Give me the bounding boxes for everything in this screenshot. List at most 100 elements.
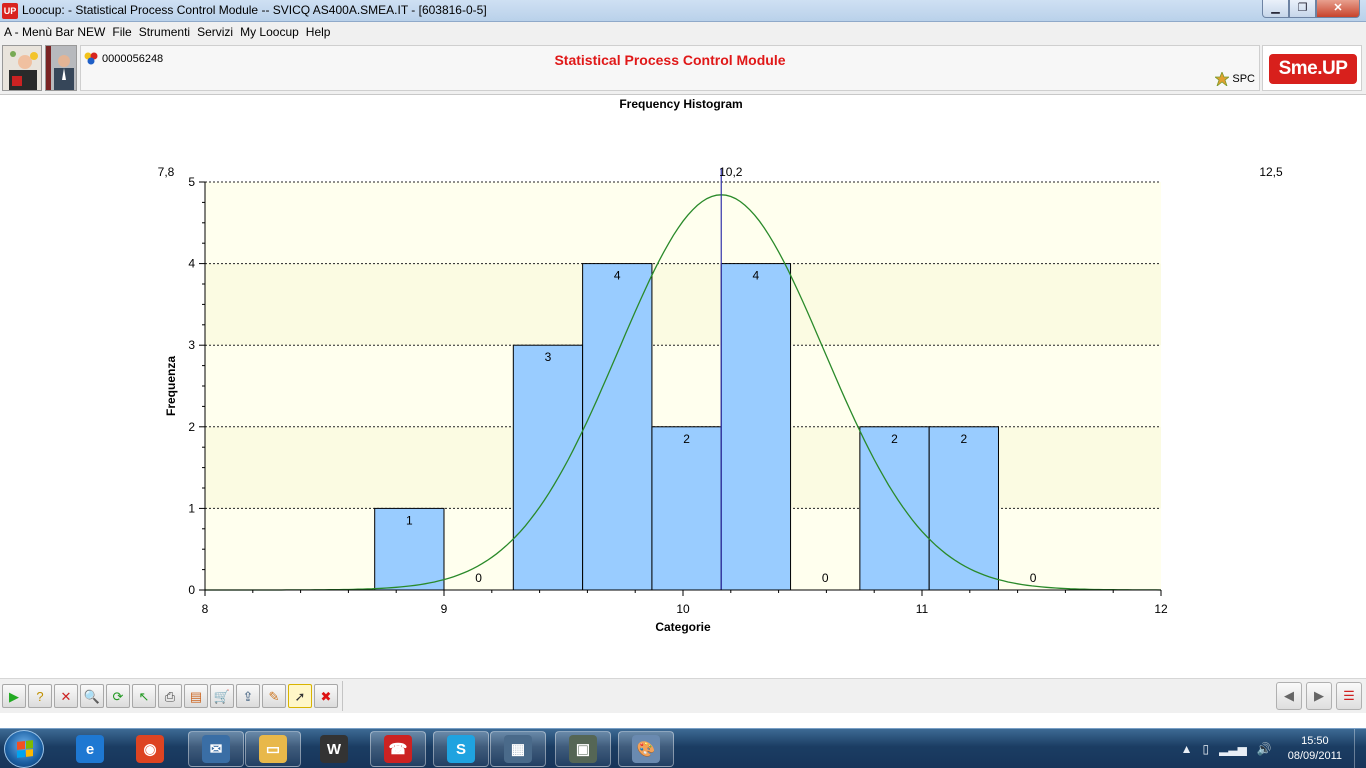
minimize-button[interactable]: ▁ (1262, 0, 1289, 18)
print-button[interactable]: ⎙ (158, 684, 182, 708)
execute-button[interactable]: ▶ (2, 684, 26, 708)
close-button[interactable]: ✕ (1316, 0, 1360, 18)
y-tick-label: 1 (188, 501, 195, 515)
cart-icon: 🛒 (213, 688, 231, 704)
colored-balls-icon (84, 52, 98, 65)
help-button[interactable]: ? (28, 684, 52, 708)
select-icon: ➚ (294, 688, 306, 704)
spc-indicator[interactable]: SPC (1215, 72, 1255, 86)
start-button[interactable] (4, 730, 44, 768)
clock-date: 08/09/2011 (1287, 750, 1342, 762)
session-id: 0000056248 (102, 53, 164, 65)
user-avatar[interactable] (2, 45, 42, 91)
help-icon: ? (36, 688, 44, 704)
histogram-bar (582, 263, 653, 591)
limit-label: 7,8 (158, 165, 175, 179)
x-tick-label: 8 (202, 602, 209, 616)
close-red-button[interactable]: ✖ (314, 684, 338, 708)
skype-icon: S (447, 735, 475, 763)
menu-item-my-loocup[interactable]: My Loocup (240, 24, 299, 39)
upload-icon: ⇪ (242, 688, 254, 704)
histogram-bar (651, 426, 722, 591)
spc-label: SPC (1232, 73, 1255, 85)
taskbar-app-internet-explorer[interactable]: e (62, 731, 118, 767)
chart-title: Frequency Histogram (619, 97, 742, 111)
thunderbird-icon: ✉ (202, 735, 230, 763)
select-button[interactable]: ➚ (288, 684, 312, 708)
normal-distribution-curve (205, 194, 1162, 591)
limit-label: 12,5 (1259, 165, 1283, 179)
network-app-icon: ▣ (569, 735, 597, 763)
next-button[interactable]: ▶ (1306, 682, 1332, 710)
chart-area: Frequency Histogram 1 0 3 4 2 4 0 2 2 0 0 1 2 3 4 5 8 9 10 1… (0, 96, 1366, 676)
volume-icon[interactable]: 🔊 (1256, 742, 1272, 756)
taskbar-app-skype[interactable]: S (433, 731, 489, 767)
taskbar-app-chrome[interactable]: ◉ (122, 731, 178, 767)
menu-item-file[interactable]: File (112, 24, 132, 39)
x-axis-label: Categorie (655, 620, 711, 634)
x-tick-label: 12 (1154, 602, 1168, 616)
tools-button[interactable]: ✎ (262, 684, 286, 708)
x-tick-label: 11 (916, 602, 929, 616)
window-title: Loocup: - Statistical Process Control Mo… (22, 3, 487, 17)
execute-icon: ▶ (9, 688, 19, 704)
previous-button[interactable]: ◀ (1276, 682, 1302, 710)
bar-label: 3 (545, 350, 552, 364)
taskbar-app-file-explorer[interactable]: ▭ (245, 731, 301, 767)
smeup-logo: Sme.UP (1269, 54, 1357, 84)
taskbar-app-window-app[interactable]: ▦ (490, 731, 546, 767)
window-titlebar: UP Loocup: - Statistical Process Control… (0, 0, 1366, 22)
menu-item-menu-bar-new[interactable]: A - Menù Bar NEW (4, 24, 106, 39)
person-photo (45, 45, 77, 91)
taskbar-app-paint[interactable]: 🎨 (618, 731, 674, 767)
window-app-icon: ▦ (504, 735, 532, 763)
system-tray: ▲ ▯ ▂▃▅ 🔊 15:50 08/09/2011 (1181, 729, 1366, 768)
upload-button[interactable]: ⇪ (236, 684, 260, 708)
menu-item-strumenti[interactable]: Strumenti (138, 24, 191, 39)
file-explorer-icon: ▭ (259, 735, 287, 763)
module-info-panel: 0000056248 Statistical Process Control M… (80, 45, 1260, 91)
network-signal-icon[interactable]: ▂▃▅ (1219, 742, 1247, 756)
show-hidden-icons[interactable]: ▲ (1180, 742, 1193, 756)
list-menu-button[interactable]: ☰ (1336, 682, 1362, 710)
bar-label: 2 (960, 432, 967, 446)
taskbar-app-thunderbird[interactable]: ✉ (188, 731, 244, 767)
bar-label: 1 (406, 513, 413, 527)
taskbar-app-phone-app[interactable]: ☎ (370, 731, 426, 767)
plot-band (205, 182, 1161, 264)
maximize-button[interactable]: ❐ (1289, 0, 1316, 18)
bar-label: 0 (822, 571, 829, 585)
refresh-button[interactable]: ⟳ (106, 684, 130, 708)
device-icon[interactable]: ▯ (1202, 742, 1210, 756)
bar-label: 0 (1030, 571, 1037, 585)
windows-taskbar: e ◉ ✉ ▭ W ☎ S ▦ ▣ 🎨 ▲ ▯ ▂▃▅ 🔊 15:50 08/09/2011 (0, 728, 1366, 768)
back-button[interactable]: ↖ (132, 684, 156, 708)
cancel-button[interactable]: ✕ (54, 684, 78, 708)
taskbar-app-network-app[interactable]: ▣ (555, 731, 611, 767)
y-tick-label: 4 (188, 257, 195, 271)
show-desktop-button[interactable] (1354, 729, 1366, 768)
bar-label: 2 (683, 432, 690, 446)
refresh-icon: ⟳ (112, 688, 124, 704)
y-tick-label: 0 (188, 583, 195, 597)
toolbar-separator (342, 681, 1267, 711)
bar-label: 4 (753, 269, 760, 283)
y-tick-label: 2 (188, 420, 195, 434)
taskbar-clock[interactable]: 15:50 08/09/2011 (1288, 734, 1342, 764)
export-button[interactable]: ▤ (184, 684, 208, 708)
chrome-icon: ◉ (136, 735, 164, 763)
plot-band (205, 345, 1161, 427)
logo-container: Sme.UP (1262, 45, 1362, 91)
search-button[interactable]: 🔍 (80, 684, 104, 708)
wordpress-icon: W (320, 735, 348, 763)
menu-item-servizi[interactable]: Servizi (197, 24, 234, 39)
plot-band (205, 263, 1161, 346)
menu-item-help[interactable]: Help (305, 24, 331, 39)
module-title: Statistical Process Control Module (554, 52, 786, 68)
cart-button[interactable]: 🛒 (210, 684, 234, 708)
menu-bar: A - Menù Bar NEW File Strumenti Servizi … (0, 22, 1366, 41)
bar-label: 0 (475, 571, 482, 585)
taskbar-app-wordpress[interactable]: W (306, 731, 362, 767)
windows-logo-icon (17, 740, 33, 758)
header-panel: 0000056248 Statistical Process Control M… (0, 41, 1366, 95)
